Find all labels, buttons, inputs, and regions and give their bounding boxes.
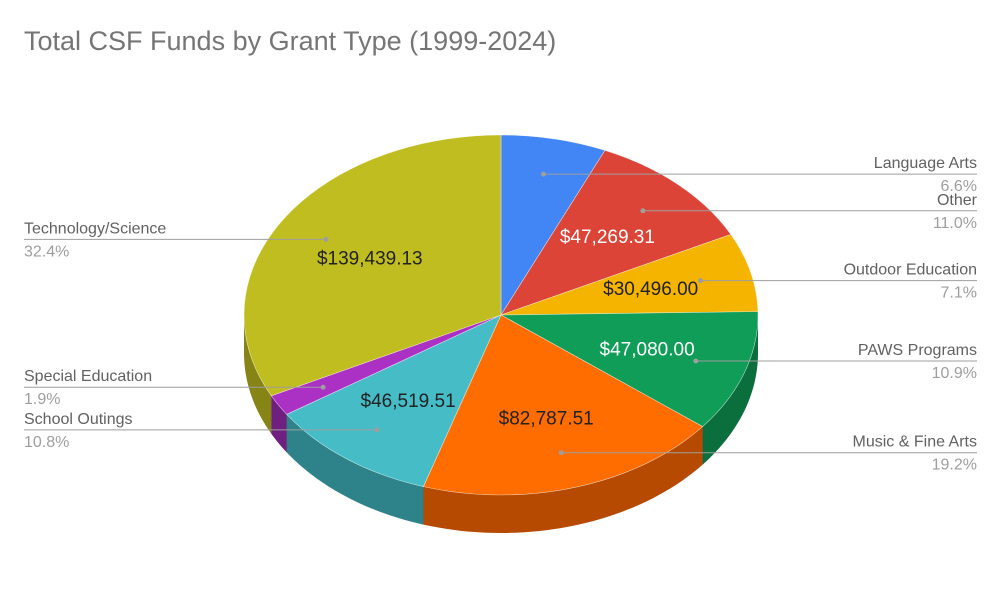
slice-special-education	[270, 314, 502, 415]
legend-label: Music & Fine Arts	[853, 434, 977, 451]
leader-dot	[640, 208, 646, 214]
legend-label: School Outings	[24, 411, 133, 428]
data-label-outdoor-education: $30,496.00	[603, 279, 698, 300]
legend-item-outdoor-education: Outdoor Education 7.1%	[698, 262, 977, 302]
legend-item-technology-science: Technology/Science 32.4%	[24, 220, 329, 260]
legend-item-paws-programs: PAWS Programs 10.9%	[693, 342, 977, 382]
slice-side-music-fine-arts	[423, 426, 703, 533]
legend-item-other: Other 11.0%	[640, 192, 978, 232]
slice-value-labels: $47,269.31 $30,496.00 $47,080.00 $82,787.51…	[317, 227, 698, 429]
slice-side-technology-science	[244, 315, 272, 434]
leader-dot	[320, 384, 326, 390]
pie-slices	[243, 134, 759, 496]
legend-percent: 10.9%	[932, 365, 977, 382]
legend-item-music-fine-arts: Music & Fine Arts 19.2%	[558, 434, 977, 474]
data-label-paws-programs: $47,080.00	[600, 340, 695, 361]
legend-label: Other	[937, 192, 978, 209]
chart-title: Total CSF Funds by Grant Type (1999-2024…	[24, 26, 556, 56]
data-label-school-outings: $46,519.51	[361, 391, 456, 412]
slice-side-school-outings	[286, 414, 424, 525]
leader-dot	[323, 236, 329, 242]
leader-dot	[693, 358, 699, 364]
slice-technology-science	[243, 134, 502, 397]
slice-outdoor-education	[500, 234, 759, 316]
legend-percent: 7.1%	[941, 285, 977, 302]
slice-school-outings	[286, 314, 502, 487]
legend-label: Language Arts	[874, 155, 977, 172]
legend-item-special-education: Special Education 1.9%	[24, 368, 326, 408]
legend-percent: 1.9%	[24, 391, 60, 408]
slice-side-paws-programs	[702, 315, 758, 465]
leader-dot	[374, 427, 380, 433]
legend-percent: 6.6%	[941, 178, 977, 195]
legend-item-language-arts: Language Arts 6.6%	[541, 155, 977, 195]
legend-percent: 19.2%	[932, 457, 977, 474]
legend: Language Arts 6.6%Other 11.0% Outdoor Educa…	[24, 155, 978, 474]
legend-item-school-outings: School Outings 10.8%	[24, 411, 380, 451]
legend-percent: 32.4%	[24, 243, 69, 260]
slice-paws-programs	[499, 311, 759, 427]
legend-percent: 10.8%	[24, 434, 69, 451]
leader-dot	[541, 171, 546, 177]
legend-label: Technology/Science	[24, 220, 166, 237]
leader-dot	[558, 450, 564, 456]
legend-percent: 11.0%	[933, 215, 977, 232]
slice-side-special-education	[271, 395, 287, 453]
data-label-other: $47,269.31	[560, 227, 655, 248]
legend-label: PAWS Programs	[858, 342, 977, 359]
slice-language-arts	[500, 134, 606, 317]
legend-label: Special Education	[24, 368, 152, 385]
slice-music-fine-arts	[422, 314, 704, 496]
data-label-technology-science: $139,439.13	[317, 248, 423, 269]
slice-other	[500, 150, 732, 316]
leader-dot	[698, 278, 704, 284]
data-label-music-fine-arts: $82,787.51	[499, 408, 594, 429]
legend-label: Outdoor Education	[844, 262, 977, 279]
pie-3d-sides	[244, 315, 758, 533]
